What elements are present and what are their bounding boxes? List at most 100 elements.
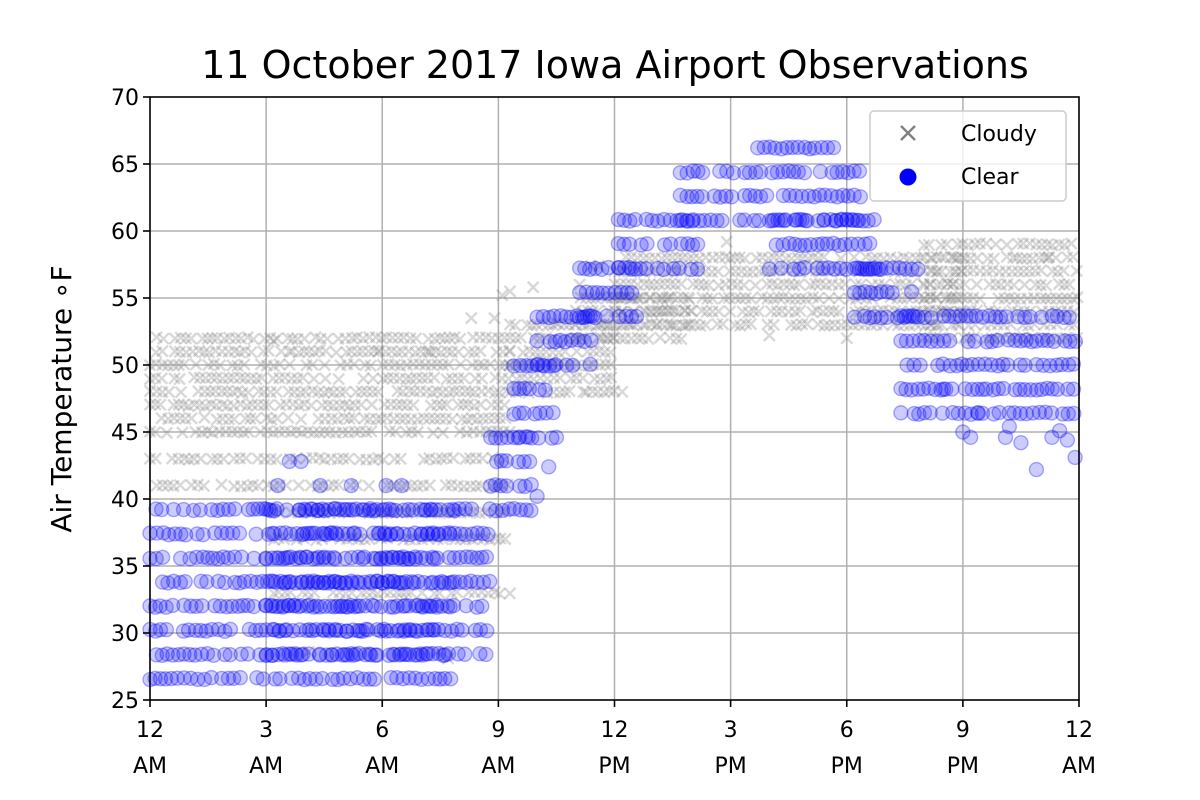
data-point-clear xyxy=(281,453,298,470)
data-point-cloudy xyxy=(800,317,814,331)
data-point-cloudy xyxy=(438,332,452,345)
data-point-clear xyxy=(851,163,868,179)
data-point-cloudy xyxy=(935,304,949,318)
data-point-clear xyxy=(398,574,414,590)
data-point-clear xyxy=(833,211,850,228)
data-point-clear xyxy=(969,381,986,398)
data-point-clear xyxy=(227,501,243,517)
data-point-cloudy xyxy=(878,278,891,292)
data-point-cloudy xyxy=(665,251,679,264)
data-point-clear xyxy=(944,381,960,397)
legend: Cloudy Clear xyxy=(869,110,1067,202)
data-point-cloudy xyxy=(947,305,961,319)
data-point-cloudy xyxy=(1060,250,1074,264)
data-point-clear xyxy=(220,550,236,566)
data-point-clear xyxy=(324,671,341,687)
data-point-clear xyxy=(258,550,274,566)
data-point-clear xyxy=(320,575,337,591)
data-point-clear xyxy=(767,140,783,156)
data-point-clear xyxy=(709,213,725,229)
data-point-clear xyxy=(1067,333,1084,349)
data-point-cloudy xyxy=(1022,319,1035,332)
data-point-clear xyxy=(950,405,966,422)
data-point-cloudy xyxy=(553,386,567,399)
data-point-clear xyxy=(336,501,352,518)
data-point-cloudy xyxy=(350,331,364,344)
data-point-clear xyxy=(414,598,430,614)
data-point-cloudy xyxy=(475,372,489,385)
data-point-cloudy xyxy=(534,371,547,385)
data-point-clear xyxy=(250,501,266,517)
data-point-clear xyxy=(327,501,343,517)
data-point-cloudy xyxy=(216,372,229,386)
data-point-clear xyxy=(183,670,199,686)
data-point-cloudy xyxy=(347,411,361,425)
data-point-clear xyxy=(401,670,417,686)
data-point-cloudy xyxy=(270,332,284,345)
data-point-cloudy xyxy=(808,277,822,291)
data-point-clear xyxy=(205,647,222,664)
data-point-clear xyxy=(584,308,601,324)
data-point-clear xyxy=(930,357,946,374)
data-point-clear xyxy=(316,549,332,565)
data-point-cloudy xyxy=(336,452,350,465)
data-point-cloudy xyxy=(586,384,599,398)
data-point-clear xyxy=(300,573,316,590)
data-point-cloudy xyxy=(198,385,212,398)
data-point-clear xyxy=(177,573,193,590)
data-point-cloudy xyxy=(718,250,732,264)
data-point-cloudy xyxy=(608,304,621,318)
data-point-clear xyxy=(779,139,795,156)
data-point-clear xyxy=(420,622,437,638)
data-point-cloudy xyxy=(1013,332,1027,345)
data-point-clear xyxy=(316,502,333,519)
data-point-cloudy xyxy=(266,372,280,385)
data-point-cloudy xyxy=(1026,252,1039,266)
data-point-clear xyxy=(527,406,543,422)
y-tick-label: 60 xyxy=(111,220,139,245)
data-point-cloudy xyxy=(786,263,800,277)
data-point-clear xyxy=(879,309,895,326)
data-point-clear xyxy=(488,502,504,519)
data-point-cloudy xyxy=(360,585,373,599)
data-point-clear xyxy=(1044,308,1061,324)
data-point-clear xyxy=(690,163,706,179)
data-point-clear xyxy=(819,139,836,156)
data-point-clear xyxy=(582,261,598,277)
data-point-clear xyxy=(851,260,868,277)
data-point-cloudy xyxy=(508,319,522,332)
data-point-cloudy xyxy=(161,412,175,426)
data-point-cloudy xyxy=(483,357,497,371)
data-point-clear xyxy=(414,647,431,663)
data-point-cloudy xyxy=(540,372,554,386)
data-point-clear xyxy=(571,309,588,326)
data-point-cloudy xyxy=(429,453,443,466)
data-point-cloudy xyxy=(547,385,560,399)
data-point-cloudy xyxy=(1047,332,1061,346)
data-point-clear xyxy=(362,501,378,517)
data-point-cloudy xyxy=(534,345,547,359)
data-point-cloudy xyxy=(261,424,274,438)
data-point-cloudy xyxy=(711,265,725,278)
data-point-cloudy xyxy=(996,332,1009,345)
data-point-clear xyxy=(583,332,599,348)
data-point-cloudy xyxy=(681,291,695,304)
data-point-clear xyxy=(911,406,927,422)
data-point-clear xyxy=(265,573,281,590)
data-point-clear xyxy=(732,212,748,228)
data-point-clear xyxy=(974,405,991,421)
data-point-cloudy xyxy=(925,251,939,265)
data-point-cloudy xyxy=(637,318,650,332)
data-point-cloudy xyxy=(893,277,907,291)
data-point-clear xyxy=(487,477,504,493)
data-point-cloudy xyxy=(794,292,808,305)
data-point-cloudy xyxy=(749,279,762,292)
data-point-clear xyxy=(294,526,311,543)
data-point-cloudy xyxy=(598,345,612,359)
data-point-clear xyxy=(413,526,430,542)
data-point-clear xyxy=(829,189,846,205)
data-point-cloudy xyxy=(189,425,202,439)
data-point-clear xyxy=(923,310,940,326)
data-point-cloudy xyxy=(788,305,802,319)
data-point-clear xyxy=(393,477,410,494)
